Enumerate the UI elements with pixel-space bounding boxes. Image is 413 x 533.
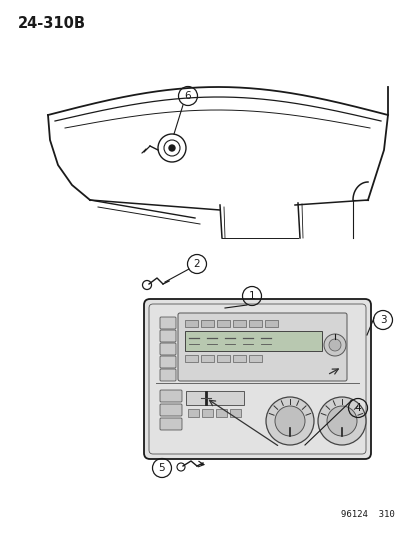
Text: 96124  310: 96124 310 <box>340 510 394 519</box>
Bar <box>185 320 197 327</box>
FancyBboxPatch shape <box>159 404 182 416</box>
Bar <box>185 391 243 405</box>
Bar <box>248 355 261 362</box>
FancyBboxPatch shape <box>159 356 176 368</box>
Bar <box>185 331 321 351</box>
Text: 24-310B: 24-310B <box>18 16 86 31</box>
Circle shape <box>169 145 175 151</box>
Bar <box>201 320 214 327</box>
Bar <box>201 355 214 362</box>
Bar <box>233 355 245 362</box>
Circle shape <box>326 406 356 436</box>
Text: 2: 2 <box>193 259 200 269</box>
FancyBboxPatch shape <box>159 390 182 402</box>
Text: 6: 6 <box>184 91 191 101</box>
Circle shape <box>317 397 365 445</box>
FancyBboxPatch shape <box>159 418 182 430</box>
Circle shape <box>274 406 304 436</box>
FancyBboxPatch shape <box>178 313 346 381</box>
Circle shape <box>266 397 313 445</box>
Circle shape <box>328 339 340 351</box>
Bar <box>202 409 212 417</box>
Bar <box>230 409 240 417</box>
Bar <box>233 320 245 327</box>
Bar <box>216 355 230 362</box>
Text: 3: 3 <box>379 315 385 325</box>
Bar <box>216 320 230 327</box>
FancyBboxPatch shape <box>159 369 176 381</box>
Bar <box>216 409 226 417</box>
Bar <box>248 320 261 327</box>
Bar <box>188 409 199 417</box>
Text: 1: 1 <box>248 291 255 301</box>
Text: 4: 4 <box>354 403 361 413</box>
Bar <box>185 355 197 362</box>
FancyBboxPatch shape <box>159 343 176 355</box>
Text: 5: 5 <box>158 463 165 473</box>
Circle shape <box>323 334 345 356</box>
FancyBboxPatch shape <box>159 330 176 342</box>
Bar <box>264 320 277 327</box>
FancyBboxPatch shape <box>159 317 176 329</box>
FancyBboxPatch shape <box>144 299 370 459</box>
